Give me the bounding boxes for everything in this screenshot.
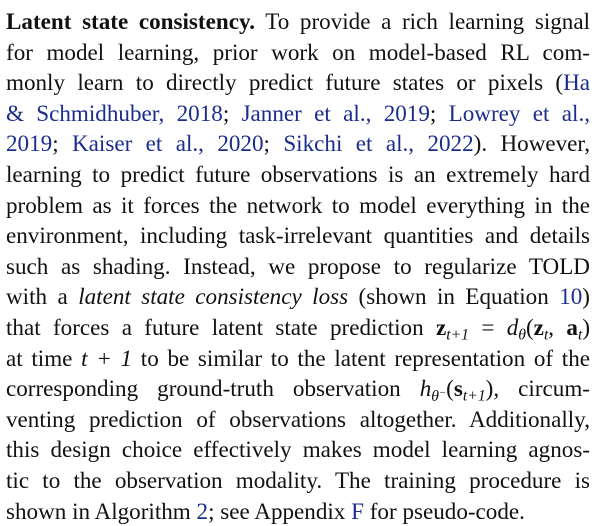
paragraph-line: monly learn to directly predict future s… — [6, 67, 590, 98]
paragraph-line: 2019; Kaiser et al., 2020; Sikchi et al.… — [6, 128, 590, 159]
text-run: to be similar to the latent representati… — [132, 345, 590, 371]
text-run: for pseudo-code. — [364, 498, 525, 524]
paragraph-line: that forces a future latent state predic… — [6, 312, 590, 343]
paragraph-line: such as shading. Instead, we propose to … — [6, 251, 590, 282]
citation-link[interactable]: 2019 — [6, 130, 52, 156]
text-run: To provide a rich learning signal — [255, 8, 590, 34]
citation-link[interactable]: Sikchi et al., 2022 — [283, 130, 473, 156]
paragraph-line: at time t + 1 to be similar to the laten… — [6, 343, 590, 374]
paragraph-line: problem as it forces the network to mode… — [6, 190, 590, 221]
inline-math: hθ−(st+1) — [420, 375, 494, 401]
text-run: ; — [264, 130, 284, 156]
text-run: ; see Appendix — [208, 498, 351, 524]
cross-reference-link[interactable]: 10 — [559, 283, 582, 309]
inline-math: t + 1 — [81, 345, 132, 371]
paragraph-line: venting prediction of observations altog… — [6, 404, 590, 435]
text-run: ). However, — [474, 130, 590, 156]
text-run: shown in Algorithm — [6, 498, 197, 524]
text-run: tic to the observation modality. The tra… — [6, 467, 590, 493]
text-run: , circum- — [493, 375, 590, 401]
paragraph-line: for model learning, prior work on model-… — [6, 37, 590, 68]
text-run: for model learning, prior work on model-… — [6, 39, 590, 65]
text-run: this design choice effectively makes mod… — [6, 436, 590, 462]
paragraph-line: corresponding ground-truth observation h… — [6, 373, 590, 404]
text-run: ; — [430, 100, 449, 126]
text-run: that forces a future latent state predic… — [6, 314, 436, 340]
text-run: such as shading. Instead, we propose to … — [6, 253, 590, 279]
emphasized-term: latent state consistency loss — [78, 283, 348, 309]
paper-paragraph: Latent state consistency. To provide a r… — [6, 6, 590, 526]
paragraph-line: with a latent state consistency loss (sh… — [6, 281, 590, 312]
citation-link[interactable]: & Schmidhuber, 2018 — [6, 100, 223, 126]
text-run: learning to predict future observations … — [6, 161, 590, 187]
text-run: ; — [223, 100, 242, 126]
text-run: (shown in Equation — [348, 283, 559, 309]
text-run: corresponding ground-truth observation — [6, 375, 420, 401]
citation-link[interactable]: Ha — [563, 69, 590, 95]
citation-link[interactable]: Lowrey et al., — [449, 100, 590, 126]
paragraph-line: learning to predict future observations … — [6, 159, 590, 190]
section-heading: Latent state consistency. — [6, 8, 255, 34]
text-run: ; — [52, 130, 72, 156]
text-run: ) — [582, 283, 590, 309]
paragraph-line: Latent state consistency. To provide a r… — [6, 6, 590, 37]
cross-reference-link[interactable]: 2 — [197, 498, 209, 524]
citation-link[interactable]: Janner et al., 2019 — [242, 100, 430, 126]
inline-math: zt+1 = dθ(zt, at) — [436, 314, 590, 340]
text-run: monly learn to directly predict future s… — [6, 69, 563, 95]
text-run: with a — [6, 283, 78, 309]
cross-reference-link[interactable]: F — [351, 498, 364, 524]
paragraph-line: this design choice effectively makes mod… — [6, 434, 590, 465]
citation-link[interactable]: Kaiser et al., 2020 — [72, 130, 264, 156]
paragraph-line: & Schmidhuber, 2018; Janner et al., 2019… — [6, 98, 590, 129]
paragraph-line: shown in Algorithm 2; see Appendix F for… — [6, 496, 590, 526]
text-run: venting prediction of observations altog… — [6, 406, 590, 432]
paragraph-lines: Latent state consistency. To provide a r… — [6, 6, 590, 526]
paragraph-line: environment, including task-irrelevant q… — [6, 220, 590, 251]
text-run: environment, including task-irrelevant q… — [6, 222, 590, 248]
paragraph-line: tic to the observation modality. The tra… — [6, 465, 590, 496]
text-run: at time — [6, 345, 81, 371]
text-run: problem as it forces the network to mode… — [6, 192, 590, 218]
